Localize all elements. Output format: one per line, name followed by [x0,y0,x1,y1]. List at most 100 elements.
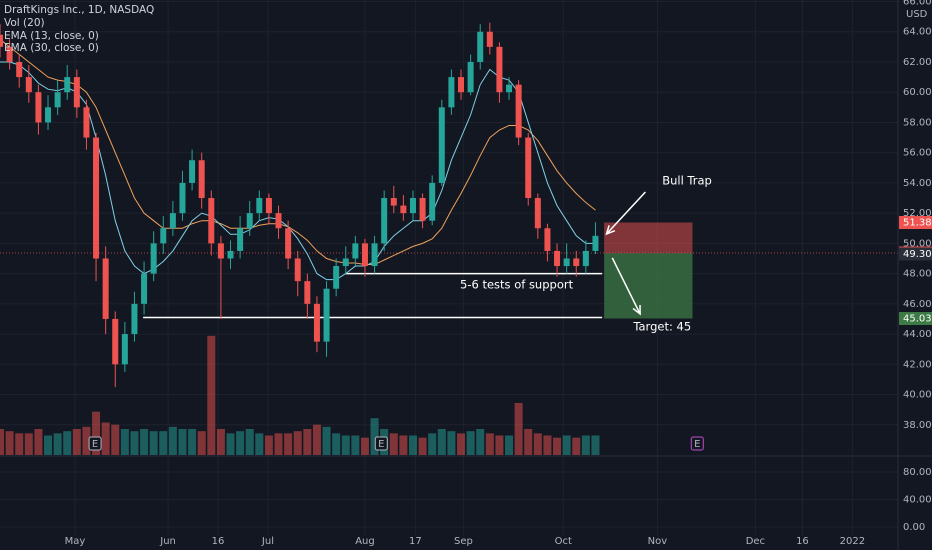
volume-bar [264,435,273,455]
volume-bar [360,437,369,455]
candle-body [496,46,503,93]
arrow [605,191,646,235]
volume-bar [562,435,571,455]
candle-body [150,243,157,274]
volume-bar [140,429,149,455]
x-tick-label: 17 [409,536,422,547]
candle-body [525,137,532,199]
candle-body [534,198,541,229]
volume-bar [351,435,360,455]
y-tick-label: 40.00 [903,390,932,401]
volume-bar [34,429,43,455]
candle-body [141,273,148,304]
candle-body [160,228,167,244]
candle-body [25,77,32,93]
volume-bar [476,429,485,455]
chart-title: DraftKings Inc., 1D, NASDAQ [4,4,154,16]
y-tick-label: 38.00 [903,420,932,431]
volume-bar [322,426,331,455]
y-tick-label: 50.00 [903,238,932,249]
arrow [611,257,641,315]
candle-body [352,243,359,259]
y-tick-label: 0.00 [903,522,925,533]
candle-body [342,258,349,267]
indicator-label: EMA (30, close, 0) [4,42,99,54]
candle-body [265,198,272,214]
arrow-head [632,304,641,316]
volume-bar [274,433,283,455]
candle-body [198,160,205,199]
volume-bar [130,431,139,455]
candle-body [131,303,138,335]
volume-bar [226,433,235,455]
volume-bar [5,431,14,455]
y-tick-label: 54.00 [903,178,932,189]
candle-body [256,198,263,214]
volume-bar [495,435,504,455]
stop-zone [604,222,693,254]
earnings-marker [690,436,704,451]
volume-bar [533,433,542,455]
candle-body [93,137,100,259]
volume-bar [197,431,206,455]
volume-bar [341,435,350,455]
volume-bar [178,429,187,455]
volume-bar [485,433,494,455]
candle-body [573,258,580,267]
candle-body [275,213,282,229]
candle-body [323,288,330,342]
candle-body [554,250,561,267]
volume-bar [447,431,456,455]
candle-body [285,228,292,259]
target-zone [604,253,693,319]
candle-body [515,84,522,138]
indicator-label: EMA (13, close, 0) [4,30,99,42]
price-label-bg [899,216,932,230]
candle-body [169,213,176,229]
x-tick-label: 16 [796,536,809,547]
earnings-marker [88,436,102,451]
volume-bar [591,435,600,455]
y-tick-label: 62.00 [903,57,932,68]
candle-body [438,107,445,183]
candle-body [486,31,493,47]
volume-bar [255,433,264,455]
candle-body [506,84,513,93]
y-tick-label: 58.00 [903,117,932,128]
volume-bar [418,437,427,455]
x-tick-label: Jul [261,536,274,547]
candle-body [563,258,570,267]
volume-bar [312,424,321,455]
volume-bar [53,433,62,455]
volume-bar [524,429,533,455]
annotation: 5-6 tests of support [460,277,574,291]
volume-bar [44,435,53,455]
y-tick-label: 64.00 [903,27,932,38]
volume-bar [92,411,101,455]
candle-body [35,92,42,123]
volume-bar [149,431,158,455]
earnings-label: E [92,439,98,450]
volume-bar [505,435,514,455]
earnings-label: E [694,439,700,450]
x-tick-label: Aug [355,536,375,547]
volume-bar [159,431,168,455]
candle-body [54,92,61,108]
y-tick-label: 60.00 [903,87,932,98]
volume-bar [581,435,590,455]
volume-bar [284,433,293,455]
candle-body [582,250,589,267]
candle-body [45,107,52,123]
candle-body [112,318,119,365]
x-tick-label: Jun [159,536,176,547]
candle-body [64,77,71,93]
volume-bar [370,418,379,455]
ema13-line [0,61,596,281]
volume-bar [168,426,177,455]
volume-bar [332,433,341,455]
volume-bar [572,437,581,455]
candle-body [121,334,128,365]
volume-bar [428,433,437,455]
candle-body [544,228,551,251]
